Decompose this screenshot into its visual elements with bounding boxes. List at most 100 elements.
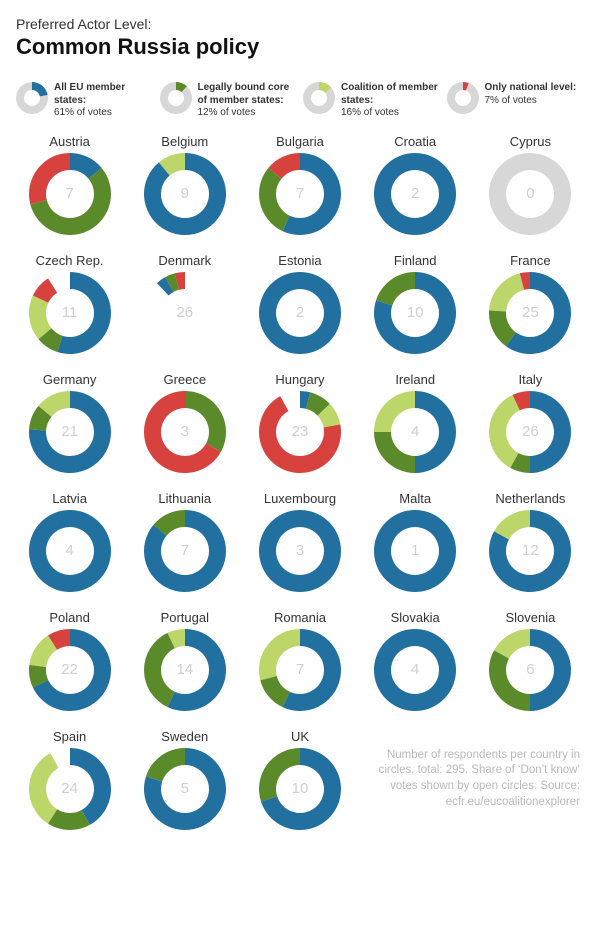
country-cell: Spain 24 <box>16 729 123 830</box>
country-donut: 23 <box>259 391 341 473</box>
country-donut: 7 <box>29 153 111 235</box>
country-donut: 3 <box>144 391 226 473</box>
country-label: Bulgaria <box>246 134 353 149</box>
country-label: Estonia <box>246 253 353 268</box>
country-label: UK <box>246 729 353 744</box>
country-label: Czech Rep. <box>16 253 123 268</box>
country-donut: 26 <box>144 272 226 354</box>
country-count: 24 <box>29 748 111 830</box>
country-count: 6 <box>489 629 571 711</box>
country-label: Poland <box>16 610 123 625</box>
country-label: Austria <box>16 134 123 149</box>
country-donut: 0 <box>489 153 571 235</box>
country-donut: 4 <box>374 629 456 711</box>
country-label: Greece <box>131 372 238 387</box>
legend-swatch <box>447 82 479 119</box>
country-donut: 22 <box>29 629 111 711</box>
country-label: Slovakia <box>362 610 469 625</box>
legend-label: Only national level:7% of votes <box>485 82 577 107</box>
country-cell: Lithuania 7 <box>131 491 238 592</box>
country-count: 21 <box>29 391 111 473</box>
country-label: Spain <box>16 729 123 744</box>
country-count: 2 <box>259 272 341 354</box>
country-label: Cyprus <box>477 134 584 149</box>
country-donut: 4 <box>374 391 456 473</box>
country-label: Ireland <box>362 372 469 387</box>
country-cell: Denmark 26 <box>131 253 238 354</box>
country-cell: Slovenia6 <box>477 610 584 711</box>
country-count: 22 <box>29 629 111 711</box>
country-cell: Malta1 <box>362 491 469 592</box>
country-count: 7 <box>144 510 226 592</box>
country-count: 2 <box>374 153 456 235</box>
country-label: Croatia <box>362 134 469 149</box>
page-title: Common Russia policy <box>16 34 584 60</box>
country-count: 11 <box>29 272 111 354</box>
country-count: 10 <box>259 748 341 830</box>
country-label: Denmark <box>131 253 238 268</box>
country-cell: Ireland 4 <box>362 372 469 473</box>
footnote: Number of respondents per country in cir… <box>362 748 584 810</box>
country-count: 10 <box>374 272 456 354</box>
country-cell: Estonia 2 <box>246 253 353 354</box>
legend-item: Only national level:7% of votes <box>447 82 585 120</box>
country-label: Sweden <box>131 729 238 744</box>
pretitle: Preferred Actor Level: <box>16 16 584 32</box>
country-count: 9 <box>144 153 226 235</box>
country-cell: Netherlands 12 <box>477 491 584 592</box>
country-donut: 5 <box>144 748 226 830</box>
legend-label: All EU member states:61% of votes <box>54 82 154 120</box>
country-label: Italy <box>477 372 584 387</box>
country-label: Hungary <box>246 372 353 387</box>
legend-label: Coalition of member states:16% of votes <box>341 82 441 120</box>
country-count: 3 <box>144 391 226 473</box>
legend-item: Legally bound core of member states:12% … <box>160 82 298 120</box>
country-donut: 3 <box>259 510 341 592</box>
country-cell: Latvia 4 <box>16 491 123 592</box>
country-label: Malta <box>362 491 469 506</box>
country-cell: Bulgaria 7 <box>246 134 353 235</box>
country-donut: 24 <box>29 748 111 830</box>
country-label: France <box>477 253 584 268</box>
country-count: 4 <box>29 510 111 592</box>
country-cell: Finland10 <box>362 253 469 354</box>
country-count: 7 <box>259 629 341 711</box>
country-label: Lithuania <box>131 491 238 506</box>
legend-swatch <box>160 82 192 119</box>
legend-swatch <box>303 82 335 119</box>
country-donut: 2 <box>374 153 456 235</box>
country-donut: 25 <box>489 272 571 354</box>
country-count: 26 <box>489 391 571 473</box>
country-cell: Portugal 14 <box>131 610 238 711</box>
country-cell: Luxembourg 3 <box>246 491 353 592</box>
legend-item: Coalition of member states:16% of votes <box>303 82 441 120</box>
country-count: 5 <box>144 748 226 830</box>
country-count: 7 <box>259 153 341 235</box>
country-donut: 10 <box>374 272 456 354</box>
legend-swatch <box>16 82 48 119</box>
country-donut: 6 <box>489 629 571 711</box>
country-label: Portugal <box>131 610 238 625</box>
country-donut: 11 <box>29 272 111 354</box>
legend-item: All EU member states:61% of votes <box>16 82 154 120</box>
country-count: 0 <box>489 153 571 235</box>
country-label: Germany <box>16 372 123 387</box>
country-label: Netherlands <box>477 491 584 506</box>
country-donut: 12 <box>489 510 571 592</box>
country-count: 12 <box>489 510 571 592</box>
country-cell: France 25 <box>477 253 584 354</box>
country-count: 7 <box>29 153 111 235</box>
country-cell: Czech Rep. 11 <box>16 253 123 354</box>
country-label: Latvia <box>16 491 123 506</box>
country-cell: Belgium9 <box>131 134 238 235</box>
country-count: 23 <box>259 391 341 473</box>
country-count: 26 <box>144 272 226 354</box>
country-cell: Greece 3 <box>131 372 238 473</box>
country-cell: Romania7 <box>246 610 353 711</box>
country-count: 14 <box>144 629 226 711</box>
country-label: Luxembourg <box>246 491 353 506</box>
country-cell: Austria 7 <box>16 134 123 235</box>
country-donut: 7 <box>259 629 341 711</box>
country-cell: Poland 22 <box>16 610 123 711</box>
country-donut: 10 <box>259 748 341 830</box>
